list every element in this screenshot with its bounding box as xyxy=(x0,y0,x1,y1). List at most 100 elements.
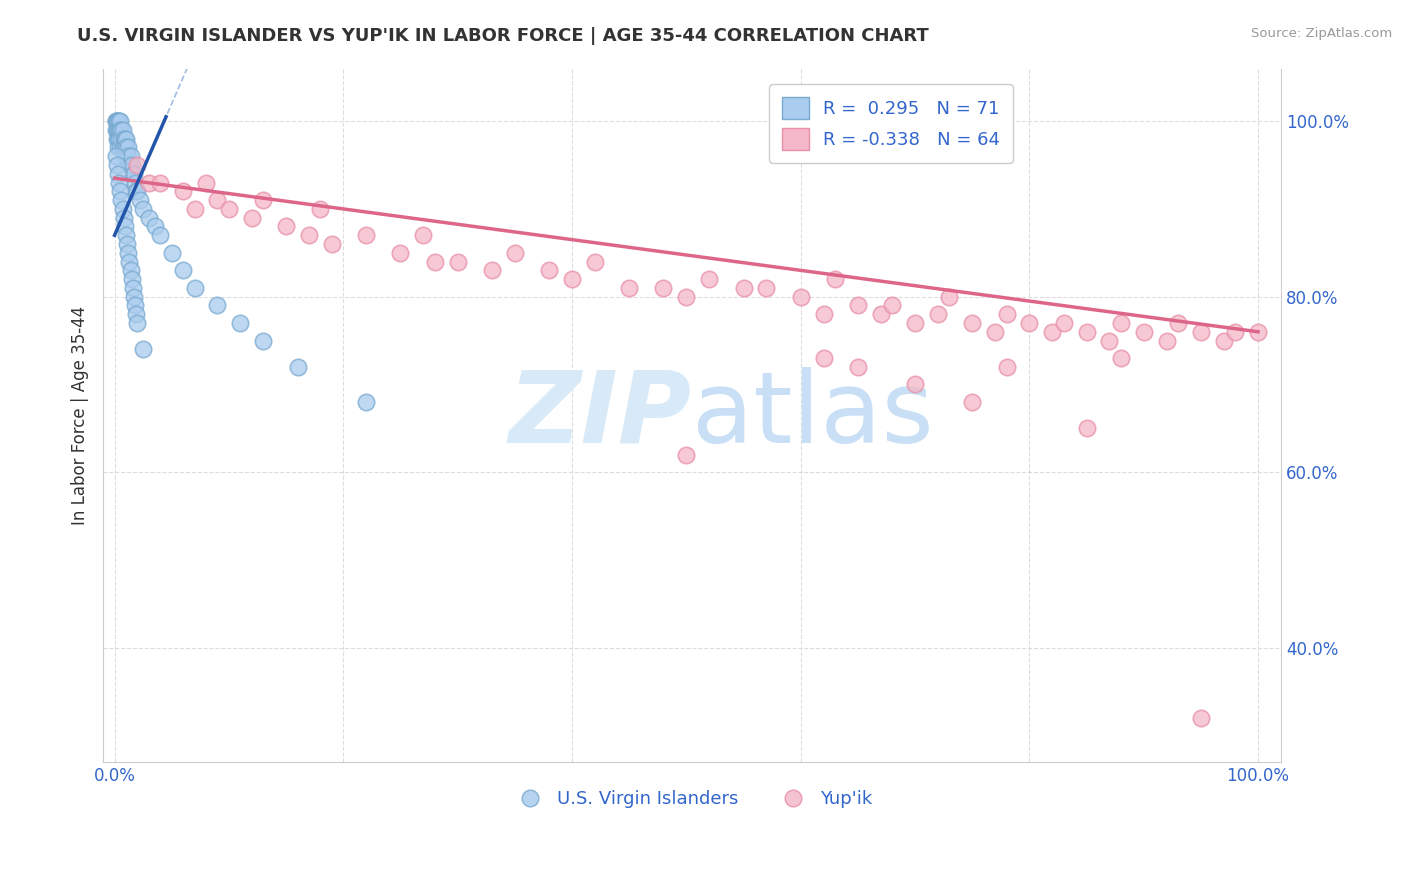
Point xyxy=(287,359,309,374)
Point xyxy=(138,176,160,190)
Point xyxy=(354,395,377,409)
Point xyxy=(882,298,904,312)
Point xyxy=(149,228,172,243)
Point xyxy=(195,176,218,190)
Point xyxy=(1225,325,1247,339)
Text: U.S. VIRGIN ISLANDER VS YUP'IK IN LABOR FORCE | AGE 35-44 CORRELATION CHART: U.S. VIRGIN ISLANDER VS YUP'IK IN LABOR … xyxy=(77,27,929,45)
Point xyxy=(108,176,131,190)
Point xyxy=(697,272,720,286)
Point xyxy=(733,281,755,295)
Point xyxy=(115,237,138,252)
Point xyxy=(824,272,846,286)
Point xyxy=(112,132,135,146)
Y-axis label: In Labor Force | Age 35-44: In Labor Force | Age 35-44 xyxy=(72,306,89,524)
Point xyxy=(1018,316,1040,330)
Point xyxy=(105,114,128,128)
Point xyxy=(984,325,1007,339)
Point xyxy=(110,185,132,199)
Point xyxy=(904,316,927,330)
Text: ZIP: ZIP xyxy=(509,367,692,464)
Point xyxy=(114,219,136,234)
Point xyxy=(115,132,138,146)
Point xyxy=(446,254,468,268)
Point xyxy=(115,228,138,243)
Point xyxy=(846,298,869,312)
Point xyxy=(755,281,778,295)
Point xyxy=(995,359,1018,374)
Point xyxy=(110,193,132,207)
Point xyxy=(125,307,148,321)
Point xyxy=(960,316,983,330)
Point xyxy=(107,132,129,146)
Point xyxy=(114,149,136,163)
Point xyxy=(927,307,949,321)
Point xyxy=(1109,351,1132,365)
Point xyxy=(108,132,131,146)
Point xyxy=(115,140,138,154)
Point xyxy=(128,193,150,207)
Point xyxy=(561,272,583,286)
Point xyxy=(1040,325,1063,339)
Point xyxy=(121,272,143,286)
Point xyxy=(121,167,143,181)
Point xyxy=(274,219,297,234)
Point xyxy=(1053,316,1076,330)
Point xyxy=(172,263,194,277)
Legend: U.S. Virgin Islanders, Yup'ik: U.S. Virgin Islanders, Yup'ik xyxy=(505,782,879,815)
Point xyxy=(538,263,561,277)
Point xyxy=(121,281,143,295)
Point xyxy=(122,167,145,181)
Point xyxy=(132,202,155,216)
Point xyxy=(813,307,835,321)
Point xyxy=(1076,325,1098,339)
Point xyxy=(110,140,132,154)
Point xyxy=(160,245,183,260)
Point xyxy=(110,123,132,137)
Point xyxy=(617,281,640,295)
Point xyxy=(309,202,332,216)
Point xyxy=(121,158,143,172)
Point xyxy=(127,158,149,172)
Point xyxy=(110,132,132,146)
Point xyxy=(1247,325,1270,339)
Point xyxy=(124,176,146,190)
Point xyxy=(107,140,129,154)
Point xyxy=(1189,711,1212,725)
Point xyxy=(117,245,139,260)
Point xyxy=(183,281,205,295)
Point xyxy=(108,114,131,128)
Point xyxy=(1109,316,1132,330)
Point xyxy=(132,343,155,357)
Point xyxy=(111,123,134,137)
Point xyxy=(117,149,139,163)
Point xyxy=(110,123,132,137)
Point xyxy=(172,185,194,199)
Point xyxy=(104,149,127,163)
Point xyxy=(354,228,377,243)
Point xyxy=(114,132,136,146)
Point xyxy=(240,211,263,225)
Point xyxy=(138,211,160,225)
Point xyxy=(481,263,503,277)
Point xyxy=(995,307,1018,321)
Point xyxy=(110,114,132,128)
Point xyxy=(112,140,135,154)
Point xyxy=(813,351,835,365)
Point xyxy=(111,202,134,216)
Point xyxy=(960,395,983,409)
Point xyxy=(938,290,960,304)
Text: atlas: atlas xyxy=(692,367,934,464)
Point xyxy=(108,123,131,137)
Point xyxy=(105,132,128,146)
Point xyxy=(321,237,343,252)
Point xyxy=(869,307,891,321)
Point xyxy=(1167,316,1189,330)
Point xyxy=(675,290,697,304)
Point xyxy=(149,176,172,190)
Point xyxy=(111,140,134,154)
Point xyxy=(583,254,606,268)
Point xyxy=(1189,325,1212,339)
Point xyxy=(207,298,229,312)
Point xyxy=(207,193,229,207)
Point xyxy=(1132,325,1154,339)
